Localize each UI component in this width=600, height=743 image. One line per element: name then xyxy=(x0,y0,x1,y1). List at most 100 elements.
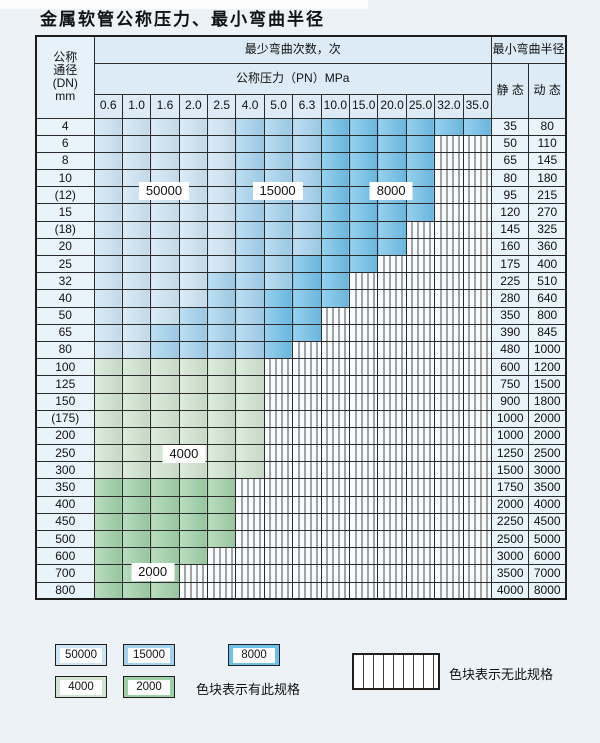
cycle-cell xyxy=(349,254,379,274)
cycle-cell xyxy=(263,306,294,325)
no-spec-cell xyxy=(349,478,379,497)
row-header-dn: 公称 通径 (DN) mm xyxy=(35,35,95,119)
no-spec-cell xyxy=(462,529,492,549)
dynamic-value-cell: 5000 xyxy=(528,529,567,549)
table-row-dn-600: 600 3000 6000 xyxy=(35,547,567,566)
static-value-cell: 350 xyxy=(490,306,530,325)
static-value-cell: 160 xyxy=(490,237,530,257)
cycle-cell xyxy=(320,134,351,153)
table-row-dn-100: 100 600 1200 xyxy=(35,358,567,377)
cycle-cell xyxy=(178,151,209,171)
legend-chip-label: 8000 xyxy=(233,647,275,663)
cycle-cell xyxy=(93,375,123,394)
cycle-cell xyxy=(93,358,123,377)
cycle-cell xyxy=(93,323,123,342)
dynamic-value-cell: 400 xyxy=(528,254,567,274)
dn-cell: 800 xyxy=(35,581,95,600)
cycle-cell xyxy=(178,529,209,549)
no-spec-cell xyxy=(377,358,407,377)
cycle-cell xyxy=(121,134,152,153)
no-spec-cell xyxy=(434,564,464,583)
cycle-cell xyxy=(320,272,351,291)
zone-label-15000: 15000 xyxy=(252,182,303,201)
no-spec-cell xyxy=(434,186,464,205)
cycle-cell xyxy=(292,237,322,257)
cycle-cell xyxy=(207,358,237,377)
no-spec-cell xyxy=(320,461,351,480)
no-spec-cell xyxy=(320,581,351,600)
pressure-tick: 2.0 xyxy=(178,93,209,119)
cycle-cell xyxy=(320,151,351,171)
cycle-cell xyxy=(150,272,180,291)
no-spec-cell xyxy=(320,323,351,342)
no-spec-cell xyxy=(434,426,464,446)
no-spec-cell xyxy=(292,444,322,463)
no-spec-cell xyxy=(320,340,351,360)
table-row-dn-65: 65 390 845 xyxy=(35,323,567,342)
cycle-cell xyxy=(178,495,209,514)
no-spec-cell xyxy=(377,340,407,360)
no-spec-cell xyxy=(462,581,492,600)
cycle-cell xyxy=(121,444,152,463)
static-value-cell: 3000 xyxy=(490,547,530,566)
no-spec-cell xyxy=(263,529,294,549)
pressure-header: 公称压力（PN）MPa xyxy=(93,62,492,95)
cycle-cell xyxy=(207,512,237,532)
cycle-cell xyxy=(207,444,237,463)
radius-header: 最小弯曲半径 xyxy=(490,35,567,64)
cycle-cell xyxy=(207,340,237,360)
cycle-cell xyxy=(178,478,209,497)
cycle-cell xyxy=(121,323,152,342)
cycle-cell xyxy=(93,495,123,514)
cycle-cell xyxy=(207,117,237,136)
cycle-cell xyxy=(121,151,152,171)
dn-cell: 80 xyxy=(35,340,95,360)
no-spec-cell xyxy=(292,495,322,514)
no-spec-cell xyxy=(405,478,436,497)
no-spec-cell xyxy=(462,134,492,153)
dn-cell: 10 xyxy=(35,169,95,188)
no-spec-cell xyxy=(434,375,464,394)
cycle-cell xyxy=(150,306,180,325)
no-spec-cell xyxy=(263,581,294,600)
no-spec-cell xyxy=(349,340,379,360)
cycle-cell xyxy=(320,237,351,257)
cycle-cell xyxy=(150,478,180,497)
no-spec-cell xyxy=(377,426,407,446)
zone-label-8000: 8000 xyxy=(369,182,413,201)
no-spec-cell xyxy=(462,169,492,188)
cycle-cell xyxy=(235,203,265,222)
dynamic-value-cell: 800 xyxy=(528,306,567,325)
cycle-cell xyxy=(178,358,209,377)
no-spec-cell xyxy=(434,169,464,188)
cycle-cell xyxy=(150,323,180,342)
legend-chip-50000: 50000 xyxy=(55,644,107,666)
cycle-cell xyxy=(178,512,209,532)
cycle-cell xyxy=(207,169,237,188)
dn-cell: 350 xyxy=(35,478,95,497)
dn-cell: 65 xyxy=(35,323,95,342)
no-spec-cell xyxy=(462,254,492,274)
cycle-cell xyxy=(121,495,152,514)
no-spec-cell xyxy=(405,409,436,428)
table-row-dn-400: 400 2000 4000 xyxy=(35,495,567,514)
cycle-cell xyxy=(150,340,180,360)
no-spec-cell xyxy=(207,547,237,566)
dynamic-header: 动 态 xyxy=(528,62,567,119)
no-spec-cell xyxy=(405,547,436,566)
cycle-cell xyxy=(121,254,152,274)
cycle-cell xyxy=(235,306,265,325)
dn-cell: 8 xyxy=(35,151,95,171)
cycle-cell xyxy=(178,117,209,136)
no-spec-cell xyxy=(462,444,492,463)
no-spec-cell xyxy=(263,478,294,497)
dynamic-value-cell: 1000 xyxy=(528,340,567,360)
no-spec-cell xyxy=(462,186,492,205)
cycle-cell xyxy=(93,392,123,411)
no-spec-cell xyxy=(263,547,294,566)
no-spec-cell xyxy=(405,564,436,583)
no-spec-cell xyxy=(434,358,464,377)
no-spec-cell xyxy=(292,426,322,446)
dynamic-value-cell: 2000 xyxy=(528,409,567,428)
cycle-cell xyxy=(93,220,123,239)
